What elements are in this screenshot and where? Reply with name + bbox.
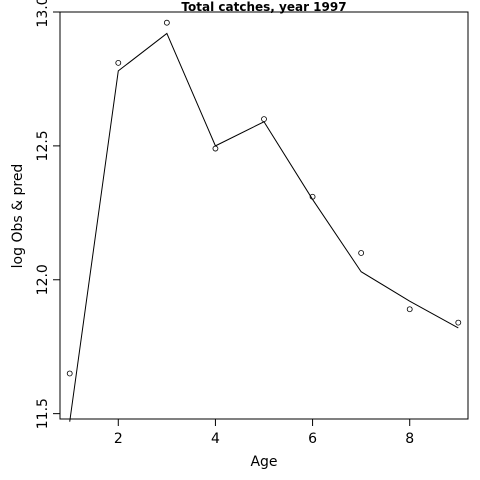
x-tick-label: 8 [405,431,414,447]
observed-point [358,250,365,256]
x-tick-label: 6 [308,431,317,447]
y-tick-label: 12.5 [35,130,51,161]
y-tick-label: 13.0 [35,0,51,28]
x-axis-label: Age [250,454,277,470]
observed-point [115,59,122,66]
y-tick-label: 11.5 [35,398,51,429]
y-tick-label: 12.0 [35,264,51,295]
series-layer [66,19,462,422]
plot-frame [59,11,469,420]
observed-point [66,370,73,377]
observed-point [455,319,462,326]
observed-point [406,306,413,313]
x-tick-label: 4 [211,431,220,447]
x-tick-label: 2 [114,431,123,447]
predicted-line [69,32,459,422]
observed-point [261,116,267,123]
y-axis: 11.5 12.0 12.5 13.0 [35,0,61,429]
y-axis-label: log Obs & pred [10,164,26,269]
x-axis: 2 4 6 8 [114,418,414,447]
chart-title: Total catches, year 1997 [181,0,346,14]
observed-point [212,145,219,152]
observed-point [163,19,170,26]
